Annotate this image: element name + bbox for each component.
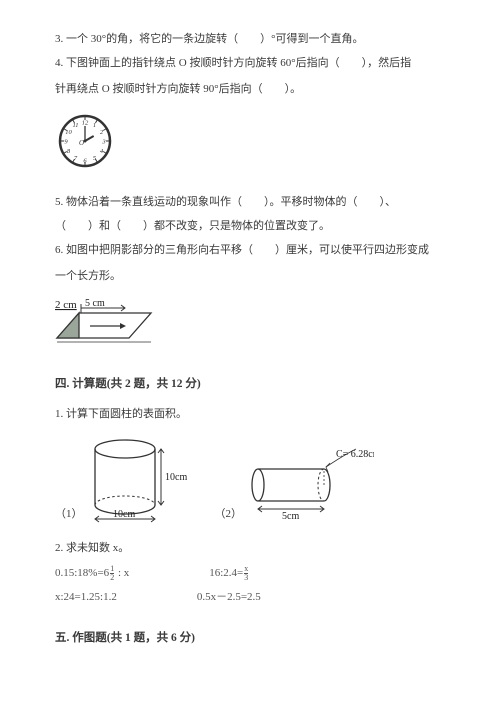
section-5-title: 五. 作图题(共 1 题，共 6 分): [55, 628, 445, 649]
question-4-line2: 针再绕点 O 按顺时针方向旋转 90°后指向（ ）。: [55, 80, 445, 100]
cylinder-figures: （1） 10cm 10cm （2） C= 6.2: [55, 435, 445, 525]
svg-text:1: 1: [93, 122, 96, 129]
svg-text:12: 12: [82, 120, 89, 127]
cylinder-2-number: （2）: [215, 505, 243, 525]
label-5cm: 5 cm: [85, 298, 105, 309]
svg-text:C= 6.28cm: C= 6.28cm: [336, 449, 374, 460]
svg-text:11: 11: [72, 122, 78, 129]
cylinder-1-number: （1）: [55, 505, 83, 525]
question-6-line2: 一个长方形。: [55, 267, 445, 287]
svg-text:5cm: 5cm: [282, 511, 299, 522]
equation-4: 0.5x－2.5=2.5: [197, 588, 261, 608]
question-3: 3. 一个 30°的角，将它的一条边旋转（ ）°可得到一个直角。: [55, 30, 445, 50]
question-6-line1: 6. 如图中把阴影部分的三角形向右平移（ ）厘米，可以使平行四边形变成: [55, 241, 445, 261]
question-5-line1: 5. 物体沿着一条直线运动的现象叫作（ ）。平移时物体的（ ）、: [55, 193, 445, 213]
label-2cm: 2 cm: [55, 299, 77, 311]
cylinder-1-icon: 10cm 10cm: [85, 435, 195, 525]
equations: 0.15:18%=612 : x 16:2.4=x3 x:24=1.25:1.2…: [55, 564, 445, 608]
equation-3: x:24=1.25:1.2: [55, 588, 117, 608]
clock-figure: 121234567891011O: [55, 111, 445, 179]
clock-icon: 121234567891011O: [55, 111, 115, 171]
svg-text:O: O: [79, 139, 84, 147]
section-4-title: 四. 计算题(共 2 题，共 12 分): [55, 374, 445, 395]
parallelogram-icon: 2 cm 5 cm: [55, 296, 175, 346]
parallelogram-figure: 2 cm 5 cm: [55, 296, 445, 354]
question-5-line2: （ ）和（ ）都不改变，只是物体的位置改变了。: [55, 217, 445, 237]
svg-text:10cm: 10cm: [165, 472, 187, 483]
section-4-q1: 1. 计算下面圆柱的表面积。: [55, 405, 445, 425]
equation-1: 0.15:18%=612 : x: [55, 564, 129, 584]
section-4-q2: 2. 求未知数 x。: [55, 539, 445, 559]
equation-2: 16:2.4=x3: [209, 564, 249, 584]
svg-text:10: 10: [65, 129, 72, 136]
cylinder-2-icon: C= 6.28cm 5cm: [244, 445, 374, 525]
question-4-line1: 4. 下图钟面上的指针绕点 O 按顺时针方向旋转 60°后指向（ ），然后指: [55, 54, 445, 74]
svg-text:10cm: 10cm: [113, 509, 135, 520]
